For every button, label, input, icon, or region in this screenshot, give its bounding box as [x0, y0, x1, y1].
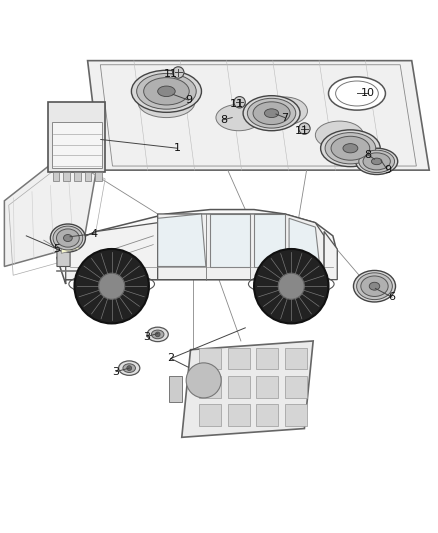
- Polygon shape: [210, 214, 250, 266]
- Polygon shape: [182, 341, 313, 437]
- Ellipse shape: [331, 136, 370, 160]
- Bar: [228, 405, 250, 426]
- Ellipse shape: [315, 121, 364, 149]
- Text: 3: 3: [113, 367, 120, 377]
- Ellipse shape: [363, 153, 390, 170]
- Polygon shape: [158, 214, 206, 266]
- Circle shape: [155, 332, 160, 337]
- Circle shape: [127, 366, 131, 370]
- Circle shape: [186, 363, 221, 398]
- Text: 4: 4: [91, 229, 98, 239]
- Polygon shape: [61, 236, 79, 253]
- Circle shape: [99, 273, 125, 299]
- Text: 9: 9: [185, 95, 192, 105]
- Ellipse shape: [152, 330, 164, 339]
- Ellipse shape: [243, 96, 300, 131]
- Ellipse shape: [369, 282, 380, 290]
- Ellipse shape: [57, 229, 79, 247]
- Polygon shape: [254, 214, 285, 266]
- Bar: [199, 405, 221, 426]
- Ellipse shape: [131, 70, 201, 112]
- Polygon shape: [158, 214, 324, 280]
- Polygon shape: [57, 209, 337, 284]
- Bar: [169, 376, 182, 402]
- Bar: [74, 172, 81, 181]
- Ellipse shape: [265, 109, 279, 118]
- Bar: [53, 172, 59, 181]
- Polygon shape: [324, 231, 337, 280]
- Text: 6: 6: [389, 292, 396, 302]
- Circle shape: [173, 67, 184, 78]
- Bar: [85, 172, 91, 181]
- Ellipse shape: [357, 273, 392, 300]
- Text: 1: 1: [174, 143, 181, 154]
- Bar: [256, 405, 278, 426]
- Circle shape: [254, 249, 328, 324]
- Text: 8: 8: [220, 115, 227, 125]
- Ellipse shape: [53, 226, 83, 250]
- Text: 9: 9: [384, 165, 391, 175]
- Text: 3: 3: [143, 332, 150, 342]
- Bar: [256, 348, 278, 369]
- Text: 8: 8: [364, 150, 371, 160]
- Polygon shape: [4, 152, 96, 266]
- Ellipse shape: [356, 148, 398, 174]
- Ellipse shape: [253, 102, 290, 125]
- Ellipse shape: [247, 98, 296, 128]
- Circle shape: [74, 249, 149, 324]
- Ellipse shape: [158, 86, 175, 96]
- Text: 2: 2: [167, 353, 174, 364]
- Bar: [285, 348, 307, 369]
- Text: 5: 5: [53, 244, 60, 254]
- Ellipse shape: [343, 143, 358, 153]
- Ellipse shape: [64, 235, 72, 241]
- Ellipse shape: [361, 276, 388, 296]
- Bar: [95, 172, 102, 181]
- Polygon shape: [66, 223, 158, 280]
- Ellipse shape: [144, 78, 189, 105]
- Bar: [285, 405, 307, 426]
- Ellipse shape: [138, 87, 195, 118]
- Text: 11: 11: [164, 69, 178, 79]
- Circle shape: [278, 273, 304, 299]
- Ellipse shape: [147, 327, 168, 342]
- Ellipse shape: [353, 270, 396, 302]
- Text: 10: 10: [361, 88, 375, 99]
- Ellipse shape: [325, 133, 376, 164]
- Polygon shape: [289, 219, 320, 266]
- Polygon shape: [57, 236, 70, 266]
- Polygon shape: [88, 61, 429, 170]
- Bar: [256, 376, 278, 398]
- Ellipse shape: [137, 74, 196, 109]
- Circle shape: [234, 96, 245, 108]
- Bar: [228, 348, 250, 369]
- Circle shape: [299, 123, 310, 134]
- Ellipse shape: [216, 104, 261, 131]
- Ellipse shape: [123, 364, 135, 373]
- Bar: [199, 348, 221, 369]
- Bar: [52, 123, 102, 168]
- Text: 7: 7: [281, 112, 288, 123]
- Ellipse shape: [262, 97, 307, 125]
- Text: 11: 11: [230, 100, 244, 109]
- Bar: [228, 376, 250, 398]
- Text: 11: 11: [294, 126, 308, 136]
- Bar: [199, 376, 221, 398]
- Ellipse shape: [336, 81, 378, 106]
- Ellipse shape: [328, 77, 385, 110]
- Ellipse shape: [50, 224, 85, 252]
- Ellipse shape: [119, 361, 140, 375]
- Bar: [285, 376, 307, 398]
- Ellipse shape: [359, 150, 395, 173]
- Ellipse shape: [321, 130, 380, 167]
- Ellipse shape: [371, 158, 382, 165]
- Bar: [48, 102, 105, 172]
- Bar: [63, 172, 70, 181]
